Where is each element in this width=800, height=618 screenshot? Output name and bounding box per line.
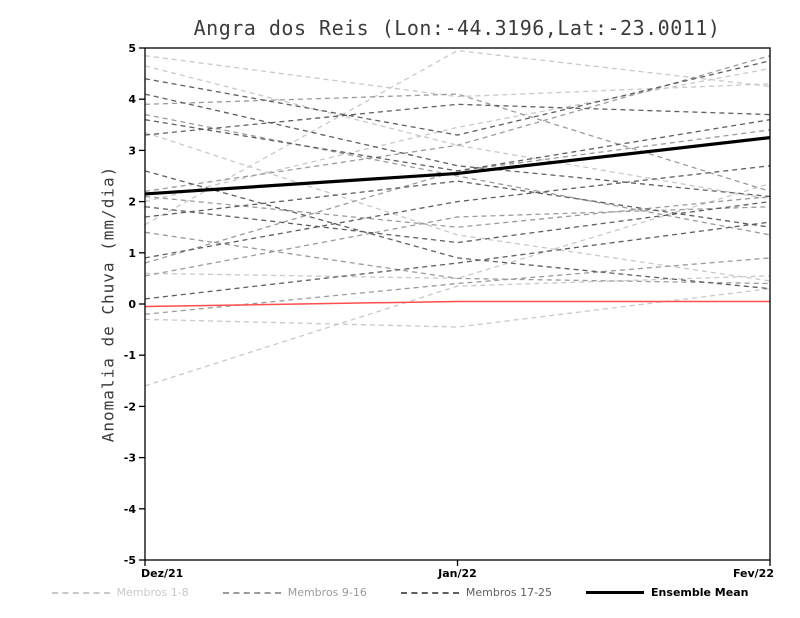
dashed-line-sample: [400, 591, 459, 594]
legend-item-members-17-25: Membros 17-25: [400, 586, 553, 599]
chart-title: Angra dos Reis (Lon:-44.3196,Lat:-23.001…: [193, 16, 721, 40]
svg-text:Dez/21: Dez/21: [141, 567, 183, 580]
legend-item-members-9-16: Membros 9-16: [222, 586, 367, 599]
svg-text:5: 5: [128, 42, 136, 55]
legend-label: Ensemble Mean: [651, 586, 749, 599]
svg-text:-3: -3: [124, 452, 136, 465]
svg-text:1: 1: [128, 247, 136, 260]
legend-item-ensemble-mean: Ensemble Mean: [586, 586, 748, 599]
svg-text:-4: -4: [124, 503, 137, 516]
dashed-line-sample: [51, 591, 110, 594]
svg-text:3: 3: [128, 144, 136, 157]
svg-text:2: 2: [128, 196, 136, 209]
legend-item-members-1-8: Membros 1-8: [51, 586, 189, 599]
legend-label: Membros 9-16: [287, 586, 367, 599]
svg-text:4: 4: [128, 93, 136, 106]
svg-text:-5: -5: [124, 554, 136, 567]
svg-text:0: 0: [128, 298, 136, 311]
legend-label: Membros 1-8: [116, 586, 189, 599]
legend: Membros 1-8 Membros 9-16 Membros 17-25 E…: [0, 586, 800, 599]
svg-text:Fev/22: Fev/22: [733, 567, 774, 580]
legend-label: Membros 17-25: [465, 586, 553, 599]
dashed-line-sample: [222, 591, 281, 594]
svg-text:-1: -1: [124, 349, 136, 362]
svg-text:Jan/22: Jan/22: [437, 567, 477, 580]
svg-text:-2: -2: [124, 400, 136, 413]
solid-line-sample: [586, 591, 645, 594]
